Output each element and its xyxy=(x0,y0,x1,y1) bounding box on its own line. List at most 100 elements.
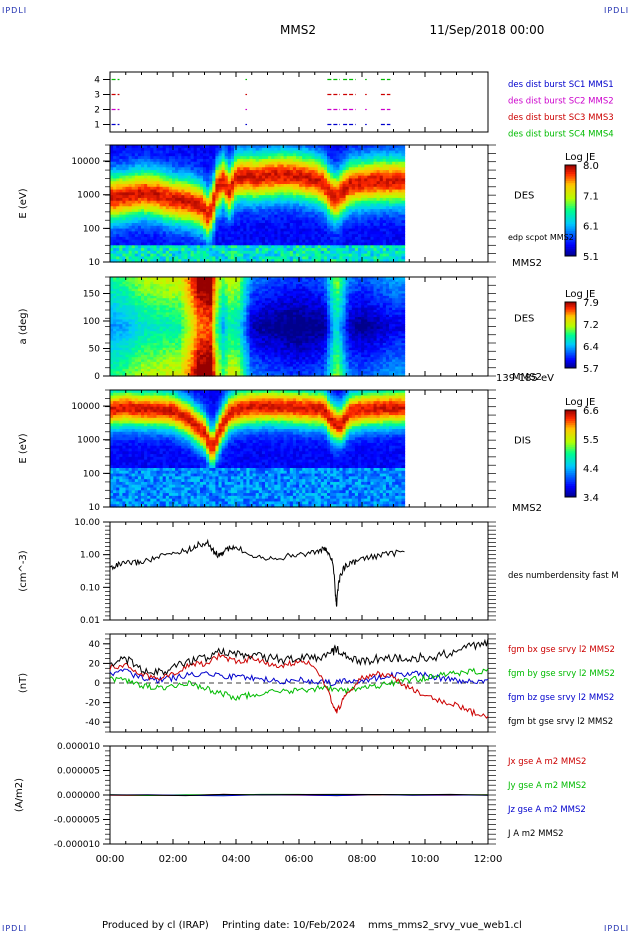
heatmap-cell xyxy=(110,347,114,351)
heatmap-cell xyxy=(196,147,201,152)
heatmap-cell xyxy=(265,186,269,191)
heatmap-cell xyxy=(224,178,229,182)
heatmap-cell xyxy=(358,153,362,157)
heatmap-cell xyxy=(280,256,285,260)
heatmap-cell xyxy=(358,184,362,188)
heatmap-cell xyxy=(110,253,114,258)
heatmap-cell xyxy=(184,236,189,241)
heatmap-cell xyxy=(336,184,341,188)
heatmap-cell xyxy=(401,220,406,224)
heatmap-cell xyxy=(327,214,331,219)
heatmap-cell xyxy=(345,231,350,235)
heatmap-cell xyxy=(370,195,375,199)
heatmap-cell xyxy=(159,359,164,363)
heatmap-cell xyxy=(265,206,269,210)
heatmap-cell xyxy=(274,178,279,182)
heatmap-cell xyxy=(212,158,217,163)
heatmap-cell xyxy=(116,145,120,149)
heatmap-cell xyxy=(351,234,356,238)
heatmap-cell xyxy=(351,236,356,241)
heatmap-cell xyxy=(150,295,155,299)
heatmap-cell xyxy=(385,245,390,249)
heatmap-cell xyxy=(125,178,130,182)
heatmap-cell xyxy=(184,192,189,196)
heatmap-cell xyxy=(296,153,300,157)
heatmap-cell xyxy=(320,192,325,196)
colorbar-title: Log JE xyxy=(565,152,595,163)
heatmap-cell xyxy=(131,364,136,368)
heatmap-cell xyxy=(317,250,322,255)
heatmap-cell xyxy=(128,209,133,213)
heatmap-cell xyxy=(187,175,192,180)
heatmap-cell xyxy=(401,228,406,232)
heatmap-cell xyxy=(302,250,306,255)
heatmap-cell xyxy=(153,373,158,377)
heatmap-cell xyxy=(110,211,114,216)
heatmap-cell xyxy=(382,164,387,168)
heatmap-cell xyxy=(401,172,406,177)
heatmap-cell xyxy=(392,250,396,255)
heatmap-cell xyxy=(172,200,176,205)
heatmap-cell xyxy=(134,338,139,342)
heatmap-cell xyxy=(141,236,145,241)
heatmap-cell xyxy=(147,328,151,332)
heatmap-cell xyxy=(206,228,210,232)
heatmap-cell xyxy=(271,228,275,232)
heatmap-cell xyxy=(137,350,142,354)
heatmap-cell xyxy=(323,195,328,199)
heatmap-cell xyxy=(212,214,217,219)
heatmap-cell xyxy=(150,314,155,318)
heatmap-cell xyxy=(277,156,282,160)
heatmap-cell xyxy=(280,217,285,221)
heatmap-cell xyxy=(271,220,275,224)
heatmap-cell xyxy=(144,319,148,323)
heatmap-cell xyxy=(159,214,164,219)
heatmap-cell xyxy=(382,209,387,213)
heatmap-cell xyxy=(342,223,347,227)
heatmap-cell xyxy=(141,184,145,188)
heatmap-cell xyxy=(286,206,291,210)
heatmap-cell xyxy=(212,167,217,171)
heatmap-cell xyxy=(165,214,170,219)
heatmap-cell xyxy=(159,184,164,188)
heatmap-cell xyxy=(296,175,300,180)
heatmap-cell xyxy=(203,234,207,238)
heatmap-cell xyxy=(289,175,294,180)
heatmap-cell xyxy=(277,236,282,241)
heatmap-cell xyxy=(122,361,127,365)
heatmap-cell xyxy=(137,206,142,210)
heatmap-cell xyxy=(227,236,232,241)
heatmap-cell xyxy=(159,189,164,193)
heatmap-cell xyxy=(376,158,381,163)
heatmap-cell xyxy=(178,242,182,246)
heatmap-cell xyxy=(370,197,375,202)
heatmap-cell xyxy=(249,239,254,244)
heatmap-cell xyxy=(193,214,198,219)
heatmap-cell xyxy=(147,317,151,321)
heatmap-cell xyxy=(268,178,272,182)
heatmap-cell xyxy=(131,147,136,152)
heatmap-cell xyxy=(125,256,130,260)
heatmap-cell xyxy=(292,164,297,168)
heatmap-cell xyxy=(308,250,313,255)
heatmap-cell xyxy=(265,234,269,238)
heatmap-cell xyxy=(255,184,260,188)
heatmap-cell xyxy=(302,175,306,180)
heatmap-cell xyxy=(339,192,344,196)
heatmap-cell xyxy=(361,220,365,224)
heatmap-cell xyxy=(147,231,151,235)
heatmap-cell xyxy=(302,217,306,221)
heatmap-cell xyxy=(392,200,396,205)
heatmap-cell xyxy=(122,295,127,299)
heatmap-cell xyxy=(230,220,235,224)
heatmap-cell xyxy=(165,298,170,302)
heatmap-cell xyxy=(299,186,303,191)
heatmap-cell xyxy=(147,324,151,328)
heatmap-cell xyxy=(299,223,303,227)
heatmap-cell xyxy=(289,234,294,238)
heatmap-cell xyxy=(125,338,130,342)
heatmap-cell xyxy=(159,321,164,325)
heatmap-cell xyxy=(370,248,375,252)
heatmap-cell xyxy=(296,192,300,196)
heatmap-cell xyxy=(392,147,396,152)
